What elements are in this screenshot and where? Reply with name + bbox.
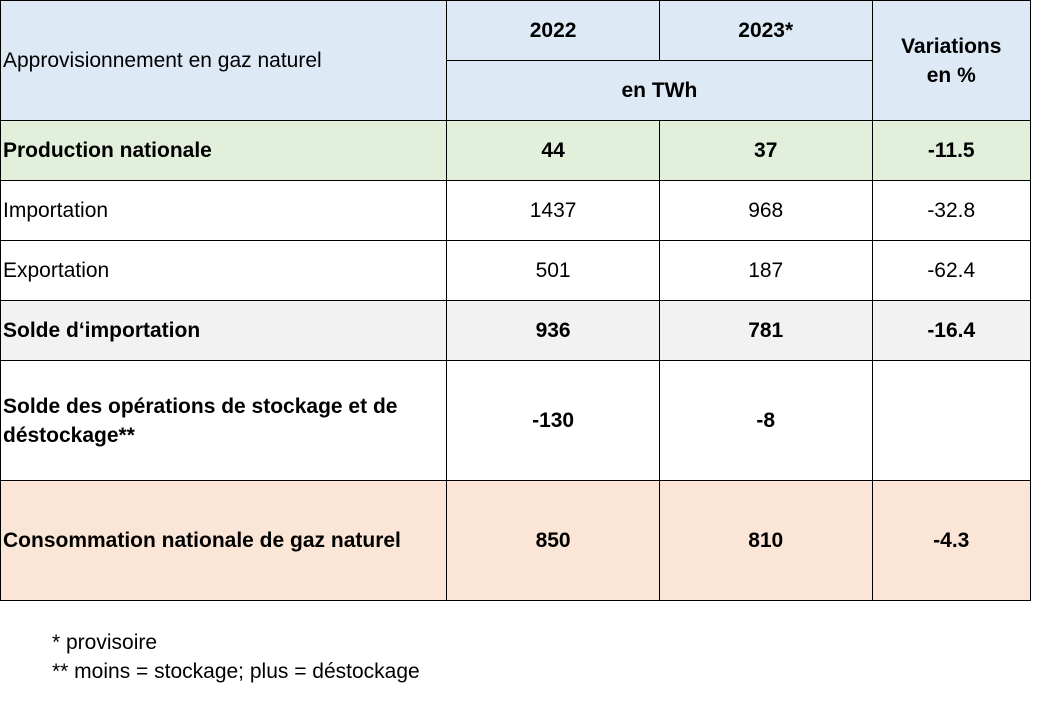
header-variation-cell: Variations en % <box>871 0 1032 121</box>
table-title-cell: Approvisionnement en gaz naturel <box>0 0 448 121</box>
cell-variation: -32.8 <box>871 180 1032 241</box>
header-year-2023: 2023* <box>658 0 873 61</box>
cell-2023: 968 <box>658 180 873 241</box>
cell-variation: -4.3 <box>871 480 1032 601</box>
header-variation-line2: en % <box>926 63 976 87</box>
cell-2022: 44 <box>446 120 660 181</box>
cell-2022: 936 <box>446 300 660 361</box>
cell-2022: -130 <box>446 360 660 481</box>
row-label: Exportation <box>0 240 448 301</box>
header-year-2022: 2022 <box>446 0 660 61</box>
row-label: Solde des opérations de stockage et de d… <box>0 360 448 481</box>
row-label: Consommation nationale de gaz naturel <box>0 480 448 601</box>
cell-2022: 501 <box>446 240 660 301</box>
cell-variation: -62.4 <box>871 240 1032 301</box>
row-label: Production nationale <box>0 120 448 181</box>
header-variation-line1: Variations <box>901 34 1002 58</box>
table-title: Approvisionnement en gaz naturel <box>3 49 322 72</box>
gas-supply-table: Approvisionnement en gaz naturel 2022 20… <box>0 0 1032 601</box>
table-header-row: Approvisionnement en gaz naturel 2022 20… <box>0 0 1032 121</box>
cell-2023: 810 <box>658 480 873 601</box>
row-label: Importation <box>0 180 448 241</box>
table-unit-row: en TWh <box>1 60 1031 121</box>
cell-2022: 850 <box>446 480 660 601</box>
cell-2022: 1437 <box>446 180 660 241</box>
table-row-import-balance: Solde d‘importation 936 781 -16.4 <box>0 300 1032 361</box>
cell-2023: -8 <box>658 360 873 481</box>
row-label: Solde d‘importation <box>0 300 448 361</box>
footnotes: * provisoire ** moins = stockage; plus =… <box>52 628 420 686</box>
cell-2023: 187 <box>658 240 873 301</box>
table-row-import: Importation 1437 968 -32.8 <box>0 180 1032 241</box>
table-row-production: Production nationale 44 37 -11.5 <box>0 120 1032 181</box>
footnote-provisional: * provisoire <box>52 631 158 654</box>
header-unit: en TWh <box>446 60 873 121</box>
cell-2023: 781 <box>658 300 873 361</box>
cell-variation: -11.5 <box>871 120 1032 181</box>
table-row-export: Exportation 501 187 -62.4 <box>0 240 1032 301</box>
table-row-consumption: Consommation nationale de gaz naturel 85… <box>0 480 1032 601</box>
cell-variation <box>871 360 1032 481</box>
cell-2023: 37 <box>658 120 873 181</box>
table-row-storage-balance: Solde des opérations de stockage et de d… <box>0 360 1032 481</box>
cell-variation: -16.4 <box>871 300 1032 361</box>
footnote-storage: ** moins = stockage; plus = déstockage <box>52 660 420 683</box>
